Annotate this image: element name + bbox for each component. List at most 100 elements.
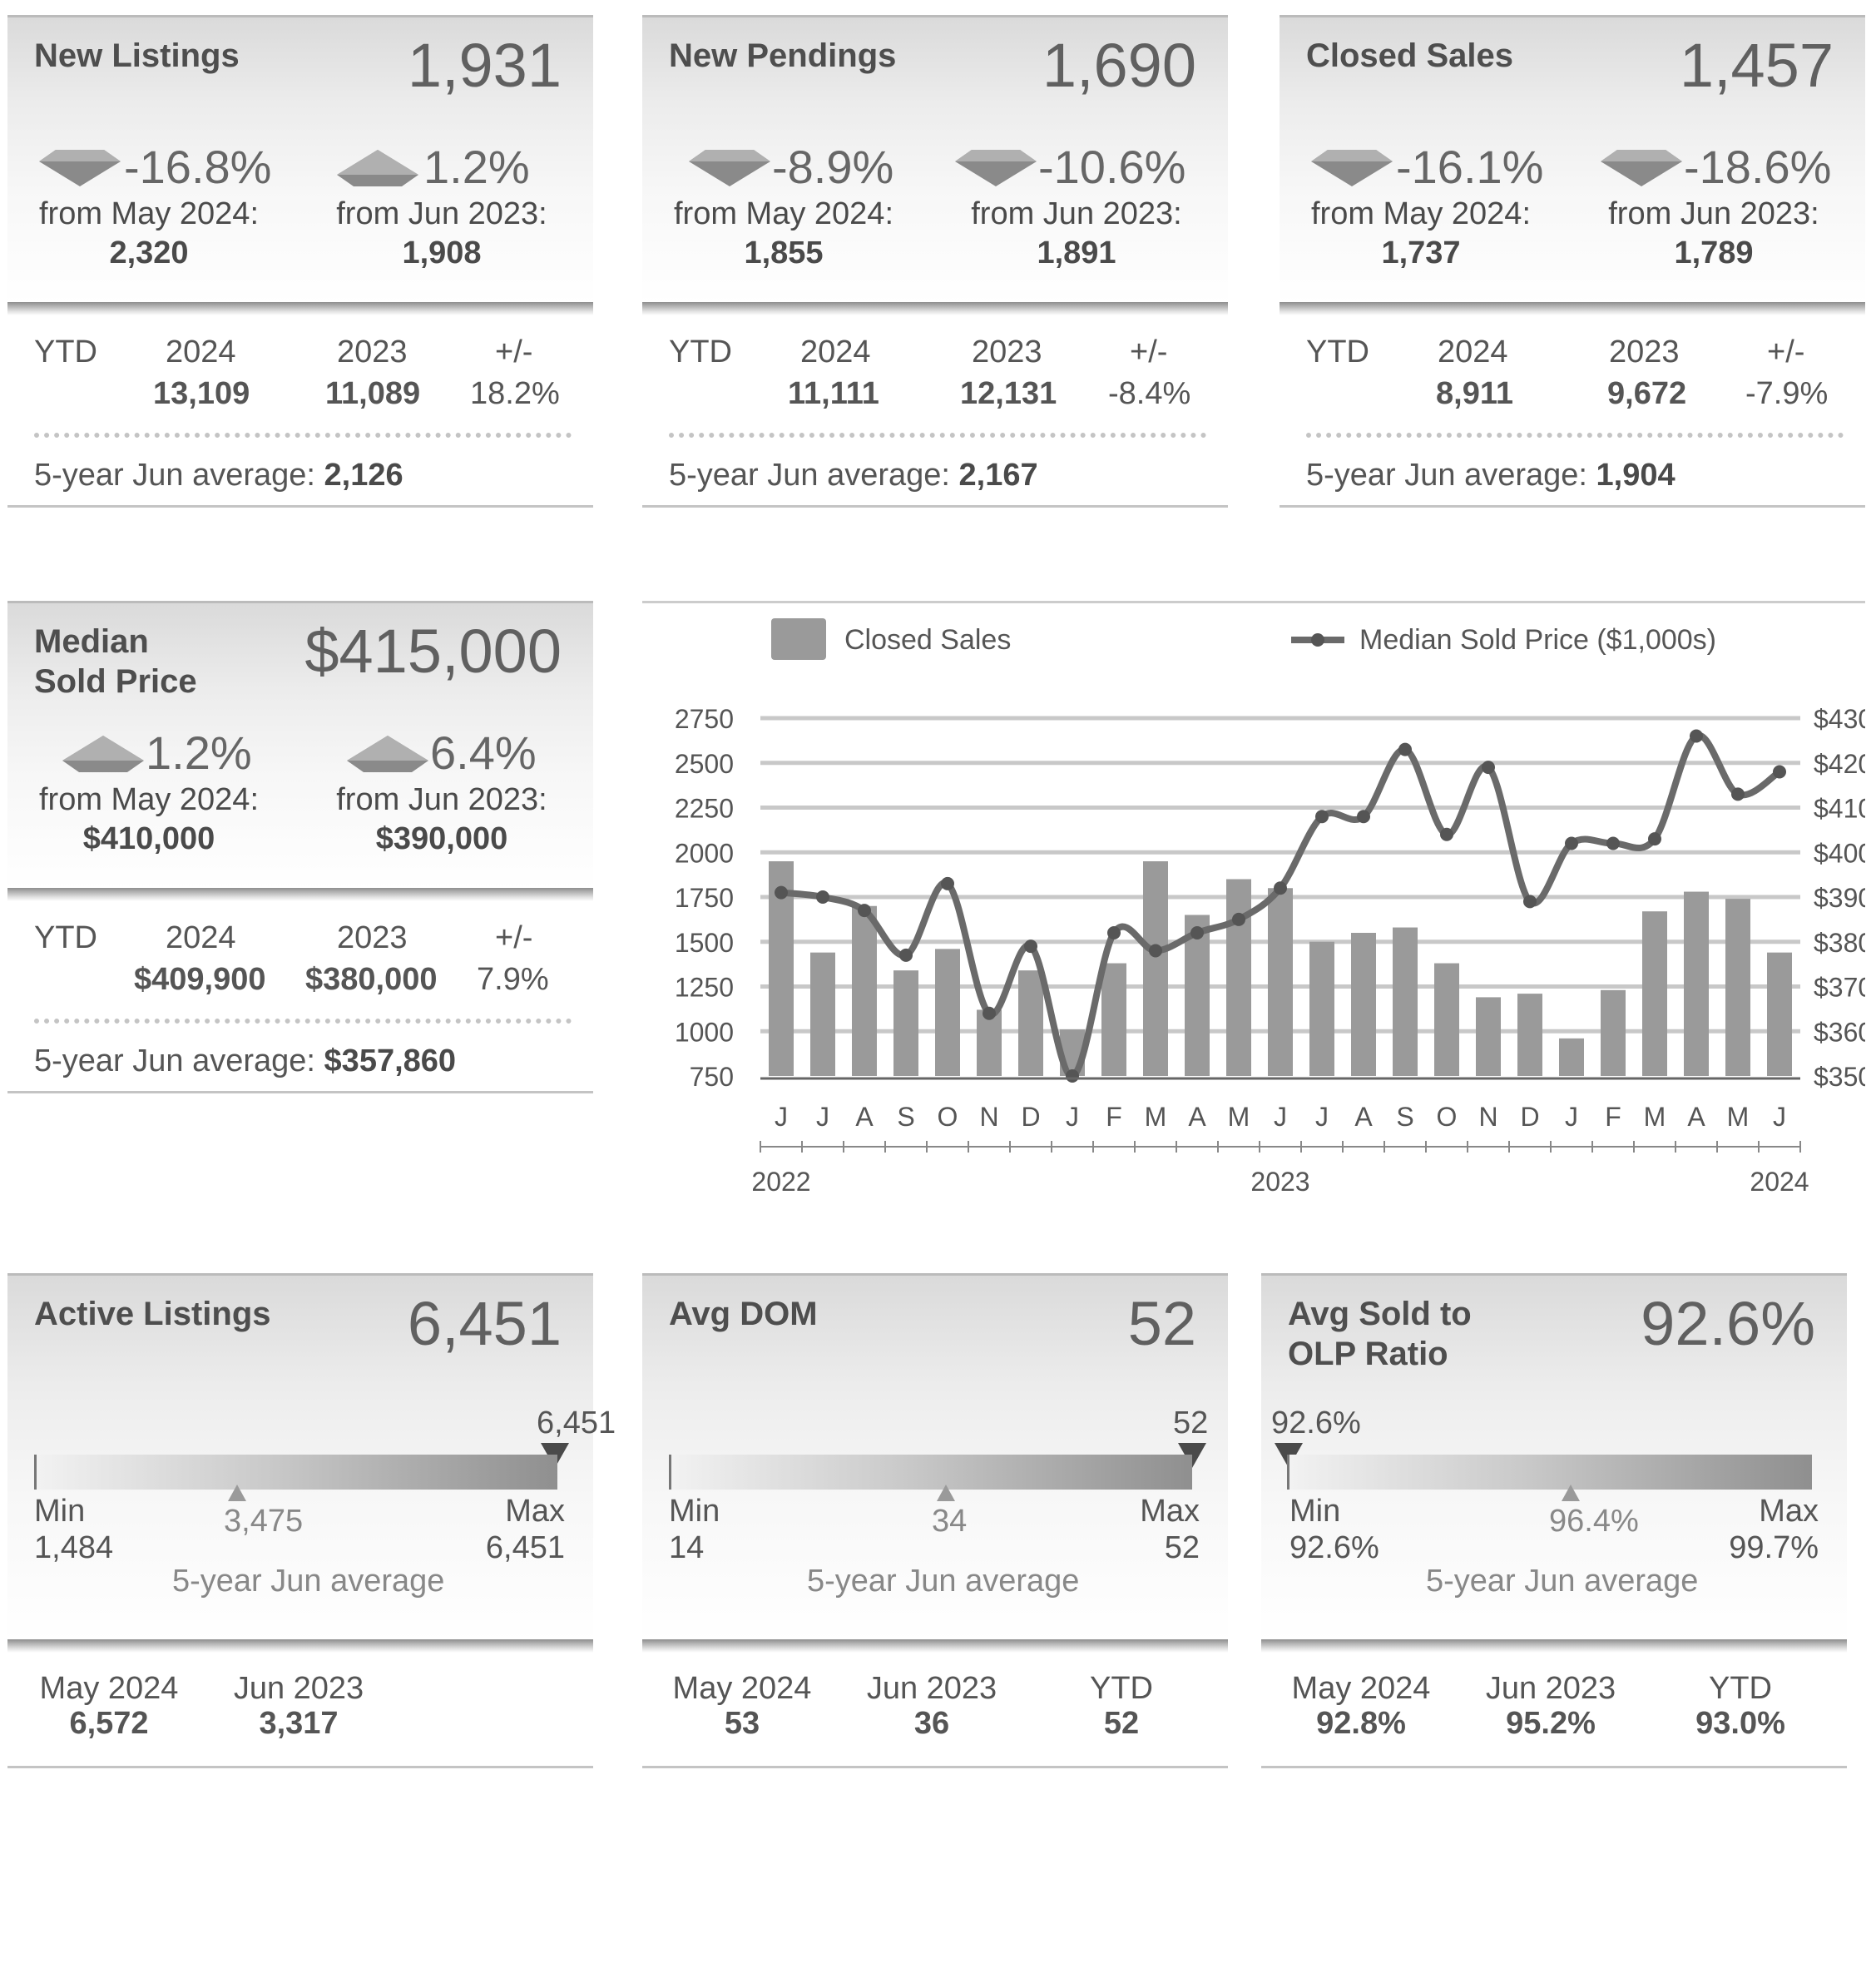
median-price-point bbox=[941, 876, 954, 890]
x-axis-month-label: M bbox=[1644, 1102, 1666, 1132]
x-axis-month-label: O bbox=[938, 1102, 958, 1132]
x-axis-month-label: A bbox=[1687, 1102, 1705, 1132]
ytd-year2-value: 12,131 bbox=[960, 376, 1057, 411]
five-year-average: 5-year Jun average: 2,126 bbox=[34, 456, 403, 494]
divider bbox=[7, 888, 593, 901]
right-axis-tick-label: $380 bbox=[1814, 928, 1865, 958]
ytd-year1-value: 13,109 bbox=[153, 376, 250, 411]
gauge-start-tick bbox=[669, 1455, 672, 1490]
change-month-label: from May 2024: bbox=[39, 782, 259, 817]
bar-closed-sales bbox=[1101, 963, 1126, 1076]
down-arrow-icon bbox=[1601, 150, 1682, 186]
footer-label: May 2024 bbox=[672, 1671, 812, 1706]
left-axis-tick-label: 2750 bbox=[675, 704, 734, 734]
left-axis-tick-label: 750 bbox=[690, 1062, 734, 1092]
median-price-point bbox=[1357, 810, 1370, 824]
ytd-year1-value: 11,111 bbox=[788, 376, 879, 411]
x-axis-month-label: S bbox=[897, 1102, 914, 1132]
gauge-average-value: 96.4% bbox=[1549, 1504, 1639, 1539]
left-axis-tick-label: 2250 bbox=[675, 794, 734, 824]
median-price-point bbox=[1731, 787, 1745, 801]
x-axis-month-label: S bbox=[1396, 1102, 1413, 1132]
footer-value: 36 bbox=[913, 1706, 950, 1741]
gauge-current-value: 52 bbox=[1173, 1405, 1209, 1440]
bar-closed-sales bbox=[1601, 989, 1626, 1076]
card-value: $415,000 bbox=[304, 617, 562, 686]
ytd-label: YTD bbox=[34, 920, 97, 955]
median-price-point bbox=[1648, 832, 1661, 846]
ytd-diff-value: 7.9% bbox=[477, 962, 549, 997]
average-marker-icon bbox=[228, 1485, 246, 1501]
ytd-diff-value: -8.4% bbox=[1108, 376, 1191, 411]
divider bbox=[642, 302, 1228, 315]
down-arrow-icon bbox=[1311, 150, 1393, 186]
median-price-point bbox=[775, 885, 788, 900]
card-title: Median Sold Price bbox=[34, 623, 197, 700]
closed-sales-card: Closed Sales 1,457 -16.1% from May 2024:… bbox=[1280, 15, 1865, 509]
average-marker-icon bbox=[1562, 1485, 1580, 1501]
change-month-pct: -16.8% bbox=[124, 141, 272, 193]
card-title: New Listings bbox=[34, 37, 240, 74]
median-price-point bbox=[1773, 765, 1786, 779]
ytd-year1-label: 2024 bbox=[1438, 335, 1508, 369]
median-price-point bbox=[1107, 926, 1121, 939]
bar-closed-sales bbox=[1517, 994, 1542, 1076]
footer-item: Jun 2023 3,317 bbox=[224, 1671, 374, 1741]
left-axis-tick-label: 1500 bbox=[675, 928, 734, 958]
median-price-point bbox=[816, 890, 829, 904]
change-year-value: 1,789 bbox=[1674, 235, 1754, 270]
change-year-value: $390,000 bbox=[375, 821, 508, 856]
left-axis-tick-label: 1250 bbox=[675, 973, 734, 1003]
footer-item: May 2024 53 bbox=[667, 1671, 817, 1741]
divider bbox=[642, 1639, 1228, 1653]
card-value: 6,451 bbox=[407, 1289, 562, 1358]
right-axis-tick-label: $430 bbox=[1814, 704, 1865, 734]
x-axis-year-label: 2022 bbox=[751, 1167, 810, 1197]
ytd-label: YTD bbox=[669, 335, 732, 369]
ytd-year1-label: 2024 bbox=[166, 920, 236, 955]
change-month-label: from May 2024: bbox=[674, 196, 893, 231]
gauge-min-value: 14 bbox=[669, 1530, 705, 1565]
divider bbox=[1280, 302, 1865, 315]
change-month-pct: -16.1% bbox=[1396, 141, 1544, 193]
x-axis-year-label: 2024 bbox=[1750, 1167, 1809, 1197]
card-bottom-line bbox=[1261, 1766, 1847, 1768]
change-month-value: 1,855 bbox=[744, 235, 824, 270]
change-year-label: from Jun 2023: bbox=[1608, 196, 1819, 231]
card-bottom-line bbox=[1280, 505, 1865, 508]
ytd-year2-label: 2023 bbox=[972, 335, 1042, 369]
change-year-pct: -18.6% bbox=[1684, 141, 1832, 193]
five-year-average: 5-year Jun average: $357,860 bbox=[34, 1042, 456, 1080]
x-axis-month-label: D bbox=[1021, 1102, 1040, 1132]
footer-value: 92.8% bbox=[1316, 1706, 1406, 1741]
five-year-average-value: 1,904 bbox=[1596, 458, 1676, 493]
gauge-max-value: 52 bbox=[1164, 1530, 1200, 1565]
card-title: Active Listings bbox=[34, 1296, 271, 1332]
up-arrow-icon bbox=[62, 736, 144, 772]
change-month-pct: 1.2% bbox=[146, 726, 252, 779]
ytd-diff-value: -7.9% bbox=[1745, 376, 1829, 411]
ytd-diff-label: +/- bbox=[495, 920, 533, 955]
footer-label: May 2024 bbox=[39, 1671, 179, 1706]
change-year-value: 1,908 bbox=[402, 235, 482, 270]
change-month-value: 2,320 bbox=[109, 235, 189, 270]
change-year-label: from Jun 2023: bbox=[336, 196, 547, 231]
five-year-average: 5-year Jun average: 1,904 bbox=[1306, 456, 1676, 494]
gauge-min-label: Min bbox=[669, 1494, 720, 1529]
card-title: New Pendings bbox=[669, 37, 897, 74]
current-marker-icon bbox=[1178, 1443, 1206, 1468]
card-title: Avg DOM bbox=[669, 1296, 818, 1332]
right-axis-tick-label: $420 bbox=[1814, 749, 1865, 779]
gauge-min-value: 1,484 bbox=[34, 1530, 114, 1565]
card-bottom-line bbox=[7, 1091, 593, 1093]
gauge-min-label: Min bbox=[34, 1494, 86, 1529]
ytd-diff-label: +/- bbox=[1767, 335, 1805, 369]
median-price-point bbox=[1274, 881, 1287, 895]
x-axis-month-label: D bbox=[1520, 1102, 1539, 1132]
ytd-year1-label: 2024 bbox=[800, 335, 871, 369]
ytd-year1-value: 8,911 bbox=[1436, 376, 1513, 411]
median-price-point bbox=[1232, 912, 1245, 926]
median-price-point bbox=[983, 1006, 996, 1020]
gauge-caption: 5-year Jun average bbox=[172, 1564, 445, 1599]
divider bbox=[1261, 1639, 1847, 1653]
